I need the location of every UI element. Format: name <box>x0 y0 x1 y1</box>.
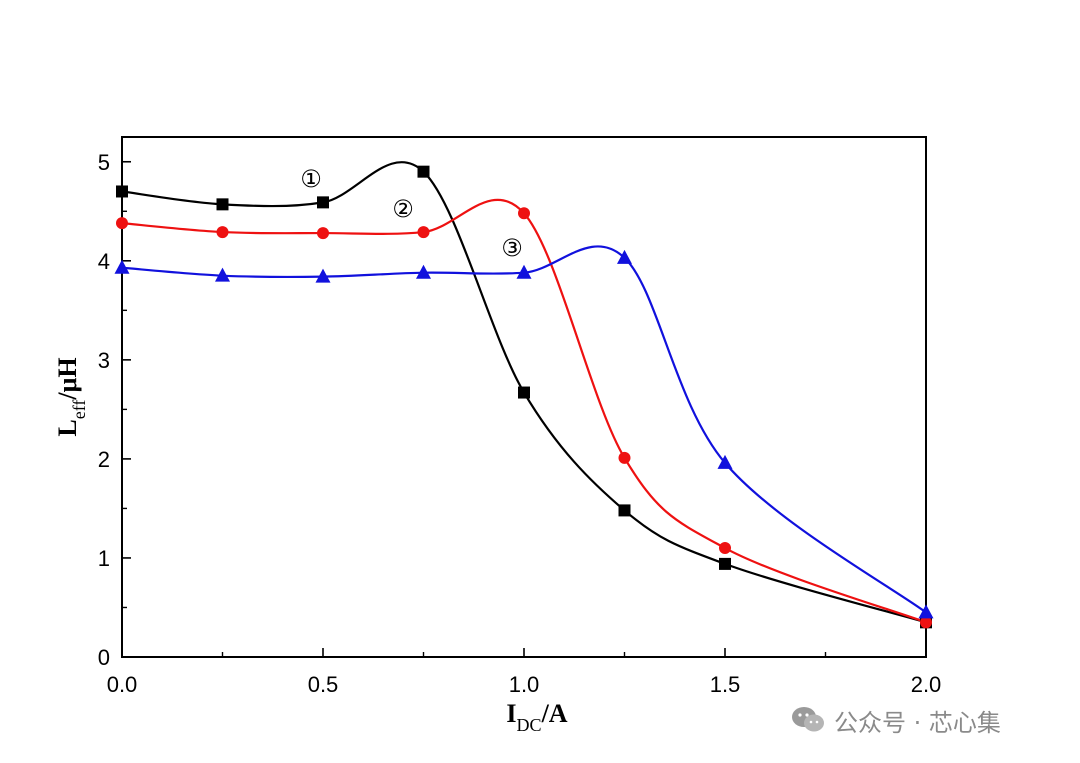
series-1-point <box>518 386 530 399</box>
watermark-text: 公众号 · 芯心集 <box>834 708 1001 737</box>
x-tick-label: 2.0 <box>911 672 942 697</box>
annotation-3: ③ <box>501 234 523 262</box>
y-tick-label: 4 <box>98 249 110 274</box>
x-axis-title-main: I <box>506 699 516 728</box>
y-axis-title-sub: eff <box>69 400 89 420</box>
series-1-point <box>216 198 229 211</box>
x-tick-label: 0.5 <box>308 672 339 697</box>
series-3-point <box>617 249 632 264</box>
x-tick-label: 0.0 <box>107 672 138 697</box>
series-2-point <box>116 217 128 230</box>
series-3-point <box>717 454 733 469</box>
series-2-point <box>719 542 731 555</box>
x-axis-title-suffix: /A <box>541 699 568 728</box>
series-2-point <box>216 226 229 239</box>
y-tick-label: 5 <box>98 150 110 175</box>
y-tick-label: 0 <box>98 645 110 670</box>
watermark: 公众号 · 芯心集 <box>790 700 1001 740</box>
series-3-point <box>416 264 431 279</box>
series-markers <box>114 165 934 629</box>
wechat-icon <box>792 707 824 732</box>
series-2-point <box>317 227 329 240</box>
x-axis-title: IDC/A <box>506 699 567 735</box>
series-3-point <box>516 264 532 279</box>
series-2-point <box>417 226 430 239</box>
y-tick-label: 2 <box>98 447 110 472</box>
series-2-point <box>920 616 932 629</box>
y-axis-title-suffix: /μH <box>53 357 82 400</box>
series-2-point <box>518 207 530 220</box>
y-axis-title-main: L <box>53 419 82 436</box>
series-1-point <box>719 557 731 570</box>
series-3-point <box>215 267 230 282</box>
series-3-point <box>918 604 934 619</box>
x-tick-label: 1.5 <box>710 672 741 697</box>
series-3-point <box>114 259 130 274</box>
series-1-point <box>317 196 329 209</box>
y-axis: 0 1 2 3 4 5 <box>98 150 131 670</box>
y-tick-label: 1 <box>98 546 110 571</box>
y-axis-title: Leff/μH <box>53 357 89 436</box>
x-tick-label: 1.0 <box>509 672 540 697</box>
annotation-1: ① <box>300 165 322 193</box>
series-1-point <box>116 185 128 198</box>
x-axis: 0.0 0.5 1.0 1.5 2.0 <box>107 648 942 697</box>
series-1-point <box>417 165 430 178</box>
x-axis-title-sub: DC <box>517 715 542 735</box>
series-3-point <box>315 268 331 283</box>
series-1-point <box>618 504 631 517</box>
annotation-2: ② <box>392 195 414 223</box>
series-2-line <box>121 198 927 624</box>
y-tick-label: 3 <box>98 348 110 373</box>
series-2-point <box>618 451 631 464</box>
series-3-line <box>121 245 927 614</box>
